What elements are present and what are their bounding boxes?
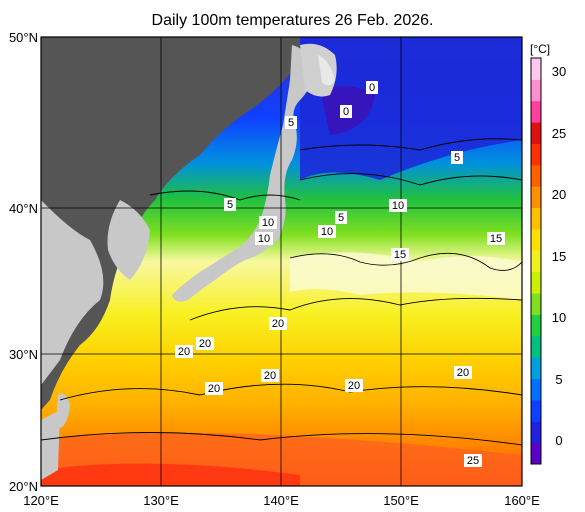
svg-text:10: 10 xyxy=(321,226,333,238)
colorbar-tick: 15 xyxy=(552,249,566,264)
colorbar-segment xyxy=(531,79,541,102)
colorbar-frame xyxy=(530,57,542,465)
svg-text:25: 25 xyxy=(467,455,479,467)
contour-label: 10 xyxy=(259,216,277,229)
svg-text:5: 5 xyxy=(338,212,344,224)
colorbar-segment xyxy=(531,378,541,401)
colorbar-segment xyxy=(531,293,541,315)
svg-text:20: 20 xyxy=(457,367,469,379)
colorbar-segment xyxy=(531,143,541,166)
lat-label: 50°N xyxy=(9,30,38,45)
axis-labels: 50°N 40°N 30°N 20°N 120°E 130°E 140°E 15… xyxy=(9,30,540,508)
svg-text:5: 5 xyxy=(288,117,294,129)
land-mainland xyxy=(41,37,300,410)
graticule xyxy=(41,37,522,486)
svg-text:0: 0 xyxy=(369,82,375,94)
colorbar-segment xyxy=(531,399,541,422)
colorbar-segment xyxy=(531,250,541,273)
contour-label: 20 xyxy=(454,366,472,379)
svg-text:15: 15 xyxy=(490,233,502,245)
lon-label: 160°E xyxy=(504,493,540,508)
contour-label: 15 xyxy=(391,248,409,261)
lon-label: 130°E xyxy=(143,493,179,508)
svg-text:20: 20 xyxy=(264,370,276,382)
contour-label: 15 xyxy=(487,232,505,245)
colorbar-unit: [°C] xyxy=(530,42,551,56)
contour-label: 5 xyxy=(224,198,236,211)
contour-label: 10 xyxy=(389,199,407,212)
contour-label: 20 xyxy=(261,369,279,382)
map-frame xyxy=(40,36,523,487)
colorbar-tick: 5 xyxy=(555,372,562,387)
contour-label: 20 xyxy=(269,317,287,330)
colorbar-segment xyxy=(531,122,541,144)
contour-label: 5 xyxy=(451,151,463,164)
contour-label: 20 xyxy=(196,337,214,350)
lat-label: 30°N xyxy=(9,347,38,362)
colorbar-segment xyxy=(531,271,541,294)
colorbar-segment xyxy=(531,335,541,358)
colorbar-tick: 25 xyxy=(552,126,566,141)
colorbar-segment xyxy=(531,164,541,187)
svg-text:20: 20 xyxy=(348,380,360,392)
colorbar-tick: 20 xyxy=(552,187,566,202)
svg-text:15: 15 xyxy=(394,249,406,261)
contour-label: 5 xyxy=(335,211,347,224)
lon-label: 150°E xyxy=(383,493,419,508)
colorbar-segment xyxy=(531,186,541,209)
colorbar-segment xyxy=(531,421,541,444)
colorbar xyxy=(530,57,542,465)
svg-text:10: 10 xyxy=(258,233,270,245)
colorbar-segment xyxy=(531,357,541,380)
contour-label: 20 xyxy=(175,345,193,358)
land-korea xyxy=(107,200,150,280)
contour-labels: 0 0 5 5 5 5 10 10 10 10 15 15 20 20 20 2… xyxy=(175,81,505,467)
contour-label: 25 xyxy=(464,454,482,467)
colorbar-tick: 0 xyxy=(555,433,562,448)
contour-label: 20 xyxy=(345,379,363,392)
lon-label: 140°E xyxy=(263,493,299,508)
svg-text:20: 20 xyxy=(199,338,211,350)
svg-text:0: 0 xyxy=(343,106,349,118)
lat-label: 40°N xyxy=(9,201,38,216)
contour-label: 20 xyxy=(205,382,223,395)
contour-label: 0 xyxy=(366,81,378,94)
colorbar-tick: 30 xyxy=(552,64,566,79)
svg-text:5: 5 xyxy=(227,199,233,211)
colorbar-segment xyxy=(531,314,541,337)
colorbar-segment xyxy=(531,442,541,465)
svg-text:20: 20 xyxy=(272,318,284,330)
svg-text:5: 5 xyxy=(454,152,460,164)
contour-label: 0 xyxy=(340,105,352,118)
contour-label: 10 xyxy=(255,232,273,245)
svg-text:20: 20 xyxy=(178,346,190,358)
lon-label: 120°E xyxy=(23,493,59,508)
svg-text:10: 10 xyxy=(392,200,404,212)
svg-text:10: 10 xyxy=(262,217,274,229)
colorbar-segment xyxy=(531,100,541,123)
contour-label: 5 xyxy=(285,116,297,129)
colorbar-segment xyxy=(531,228,541,251)
contour-label: 10 xyxy=(318,225,336,238)
map-title: Daily 100m temperatures 26 Feb. 2026. xyxy=(151,12,434,29)
colorbar-tick: 10 xyxy=(552,310,566,325)
contours xyxy=(41,138,522,446)
sea-temperature-field xyxy=(41,37,522,486)
colorbar-segment xyxy=(531,58,541,80)
lat-label: 20°N xyxy=(9,479,38,494)
colorbar-ticks: 30 25 20 15 10 5 0 xyxy=(552,64,566,448)
svg-text:20: 20 xyxy=(208,383,220,395)
colorbar-segment xyxy=(531,207,541,230)
